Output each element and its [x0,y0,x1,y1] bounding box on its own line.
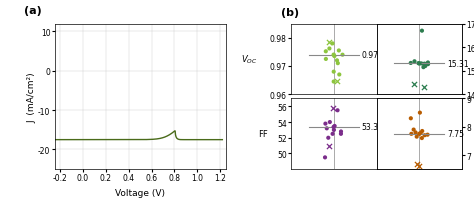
Point [322,122,329,126]
X-axis label: Voltage (V): Voltage (V) [115,188,165,197]
Point [410,83,418,86]
Point [413,135,420,139]
Point [326,121,334,124]
Point [424,133,431,137]
Y-axis label: $V_{OC}$: $V_{OC}$ [241,53,257,66]
Point [337,133,345,136]
Point [331,125,338,128]
Point [330,55,338,59]
Text: 15.31: 15.31 [447,60,469,69]
Point [418,62,425,66]
Point [418,30,426,33]
Point [416,62,423,66]
Point [337,130,345,133]
Point [333,80,341,83]
Point [329,43,337,46]
Point [407,117,415,120]
Point [323,127,330,130]
Point [330,126,337,129]
Point [408,133,415,136]
Point [410,60,418,64]
Point [334,109,341,112]
Point [330,71,337,74]
Text: (a): (a) [24,6,41,16]
Point [336,73,343,77]
Y-axis label: FF: FF [258,130,268,139]
Point [326,144,333,147]
Point [419,130,426,133]
Point [322,50,329,54]
Point [416,133,423,136]
Text: 0.97: 0.97 [361,51,378,60]
Point [330,54,337,57]
Text: (b): (b) [281,8,299,18]
Point [421,134,428,137]
Point [417,132,425,135]
Point [407,62,415,65]
Point [410,128,418,132]
Point [339,54,346,57]
Text: 7.75: 7.75 [447,130,464,139]
Point [415,164,422,167]
Point [413,163,420,166]
Point [330,129,337,132]
Point [330,81,337,84]
Point [420,86,428,89]
Point [412,131,419,134]
Y-axis label: J  (mA/cm²): J (mA/cm²) [27,72,36,122]
Point [326,41,333,44]
Point [421,65,429,68]
Point [335,50,343,53]
Point [329,133,337,136]
Point [325,136,332,140]
Point [415,62,422,65]
Point [322,58,330,61]
Point [326,48,333,51]
Point [424,63,432,67]
Point [321,156,329,159]
Text: 53.37: 53.37 [361,123,383,132]
Point [424,62,432,65]
Point [419,66,427,70]
Point [420,63,428,66]
Point [334,62,342,65]
Point [418,137,426,140]
Point [329,107,337,110]
Point [416,111,424,115]
Point [333,59,341,63]
Point [420,64,428,67]
